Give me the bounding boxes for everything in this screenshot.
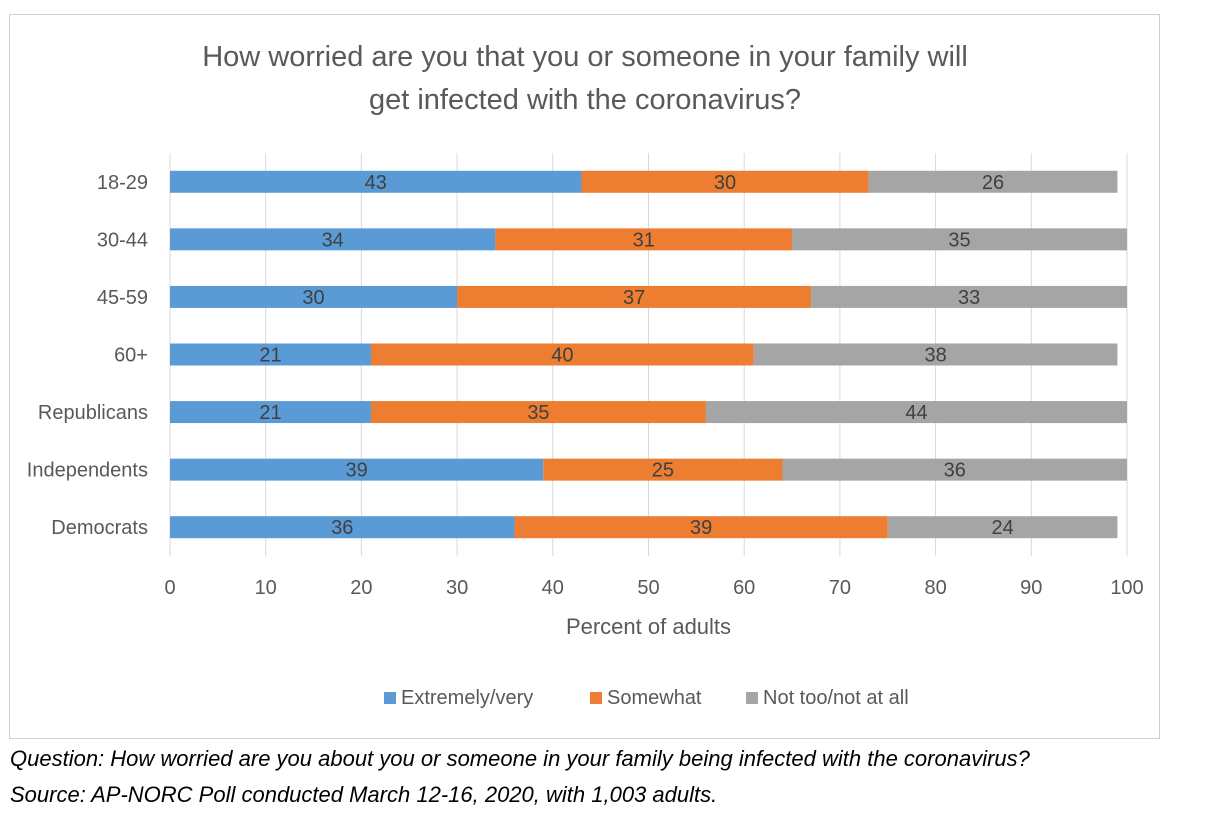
data-label: 43 xyxy=(365,172,387,194)
data-label: 21 xyxy=(259,345,281,367)
bar-segment xyxy=(782,458,1127,481)
bar-segment xyxy=(811,285,1127,308)
data-label: 26 xyxy=(982,172,1004,194)
bar-segment xyxy=(370,343,754,366)
legend-swatch xyxy=(746,692,758,704)
question-note: Question: How worried are you about you … xyxy=(10,746,1030,771)
bar-segment xyxy=(543,458,783,481)
bar-segment xyxy=(495,228,793,251)
data-label: 35 xyxy=(527,402,549,424)
x-axis-title: Percent of adults xyxy=(566,614,731,639)
chart-frame xyxy=(9,14,1160,739)
source-note: Source: AP-NORC Poll conducted March 12-… xyxy=(10,782,718,807)
chart-title-line: How worried are you that you or someone … xyxy=(202,41,968,73)
data-label: 37 xyxy=(623,287,645,309)
chart-title-line: get infected with the coronavirus? xyxy=(369,84,801,116)
category-label: Democrats xyxy=(51,517,148,539)
bar-segment xyxy=(868,170,1118,193)
data-label: 38 xyxy=(924,345,946,367)
chart: How worried are you that you or someone … xyxy=(27,41,1144,709)
bar-segment xyxy=(792,228,1127,251)
bar-segment xyxy=(170,343,371,366)
data-label: 31 xyxy=(633,229,655,251)
legend-label: Somewhat xyxy=(607,687,702,709)
bar-segment xyxy=(705,401,1127,424)
x-tick-label: 100 xyxy=(1110,577,1143,599)
data-label: 30 xyxy=(302,287,324,309)
x-tick-label: 60 xyxy=(733,577,755,599)
category-label: Republicans xyxy=(38,402,148,424)
bar-segment xyxy=(170,516,515,539)
bar-segment xyxy=(170,228,496,251)
data-label: 36 xyxy=(944,460,966,482)
data-label: 40 xyxy=(551,345,573,367)
bar-segment xyxy=(370,401,706,424)
category-label: 45-59 xyxy=(97,287,148,309)
x-tick-label: 90 xyxy=(1020,577,1042,599)
bar-segment xyxy=(887,516,1118,539)
x-tick-label: 0 xyxy=(164,577,175,599)
data-label: 35 xyxy=(948,229,970,251)
x-tick-label: 50 xyxy=(637,577,659,599)
x-tick-label: 70 xyxy=(829,577,851,599)
data-label: 30 xyxy=(714,172,736,194)
x-tick-label: 30 xyxy=(446,577,468,599)
bar-segment xyxy=(457,285,812,308)
data-label: 34 xyxy=(322,229,344,251)
bar-segment xyxy=(753,343,1118,366)
category-label: Independents xyxy=(27,460,148,482)
data-label: 36 xyxy=(331,517,353,539)
x-tick-label: 20 xyxy=(350,577,372,599)
data-label: 44 xyxy=(905,402,927,424)
category-label: 30-44 xyxy=(97,229,148,251)
bar-segment xyxy=(170,458,544,481)
data-label: 33 xyxy=(958,287,980,309)
bar-segment xyxy=(170,170,582,193)
bar-segment xyxy=(514,516,888,539)
data-label: 24 xyxy=(991,517,1013,539)
category-label: 18-29 xyxy=(97,172,148,194)
x-tick-label: 40 xyxy=(542,577,564,599)
bar-segment xyxy=(170,401,371,424)
legend-label: Extremely/very xyxy=(401,687,533,709)
legend-label: Not too/not at all xyxy=(763,687,909,709)
data-label: 39 xyxy=(345,460,367,482)
data-label: 21 xyxy=(259,402,281,424)
x-tick-label: 80 xyxy=(924,577,946,599)
x-tick-label: 10 xyxy=(255,577,277,599)
legend-swatch xyxy=(590,692,602,704)
data-label: 39 xyxy=(690,517,712,539)
bar-segment xyxy=(170,285,458,308)
category-label: 60+ xyxy=(114,345,148,367)
bar-segment xyxy=(581,170,869,193)
data-label: 25 xyxy=(652,460,674,482)
legend-swatch xyxy=(384,692,396,704)
